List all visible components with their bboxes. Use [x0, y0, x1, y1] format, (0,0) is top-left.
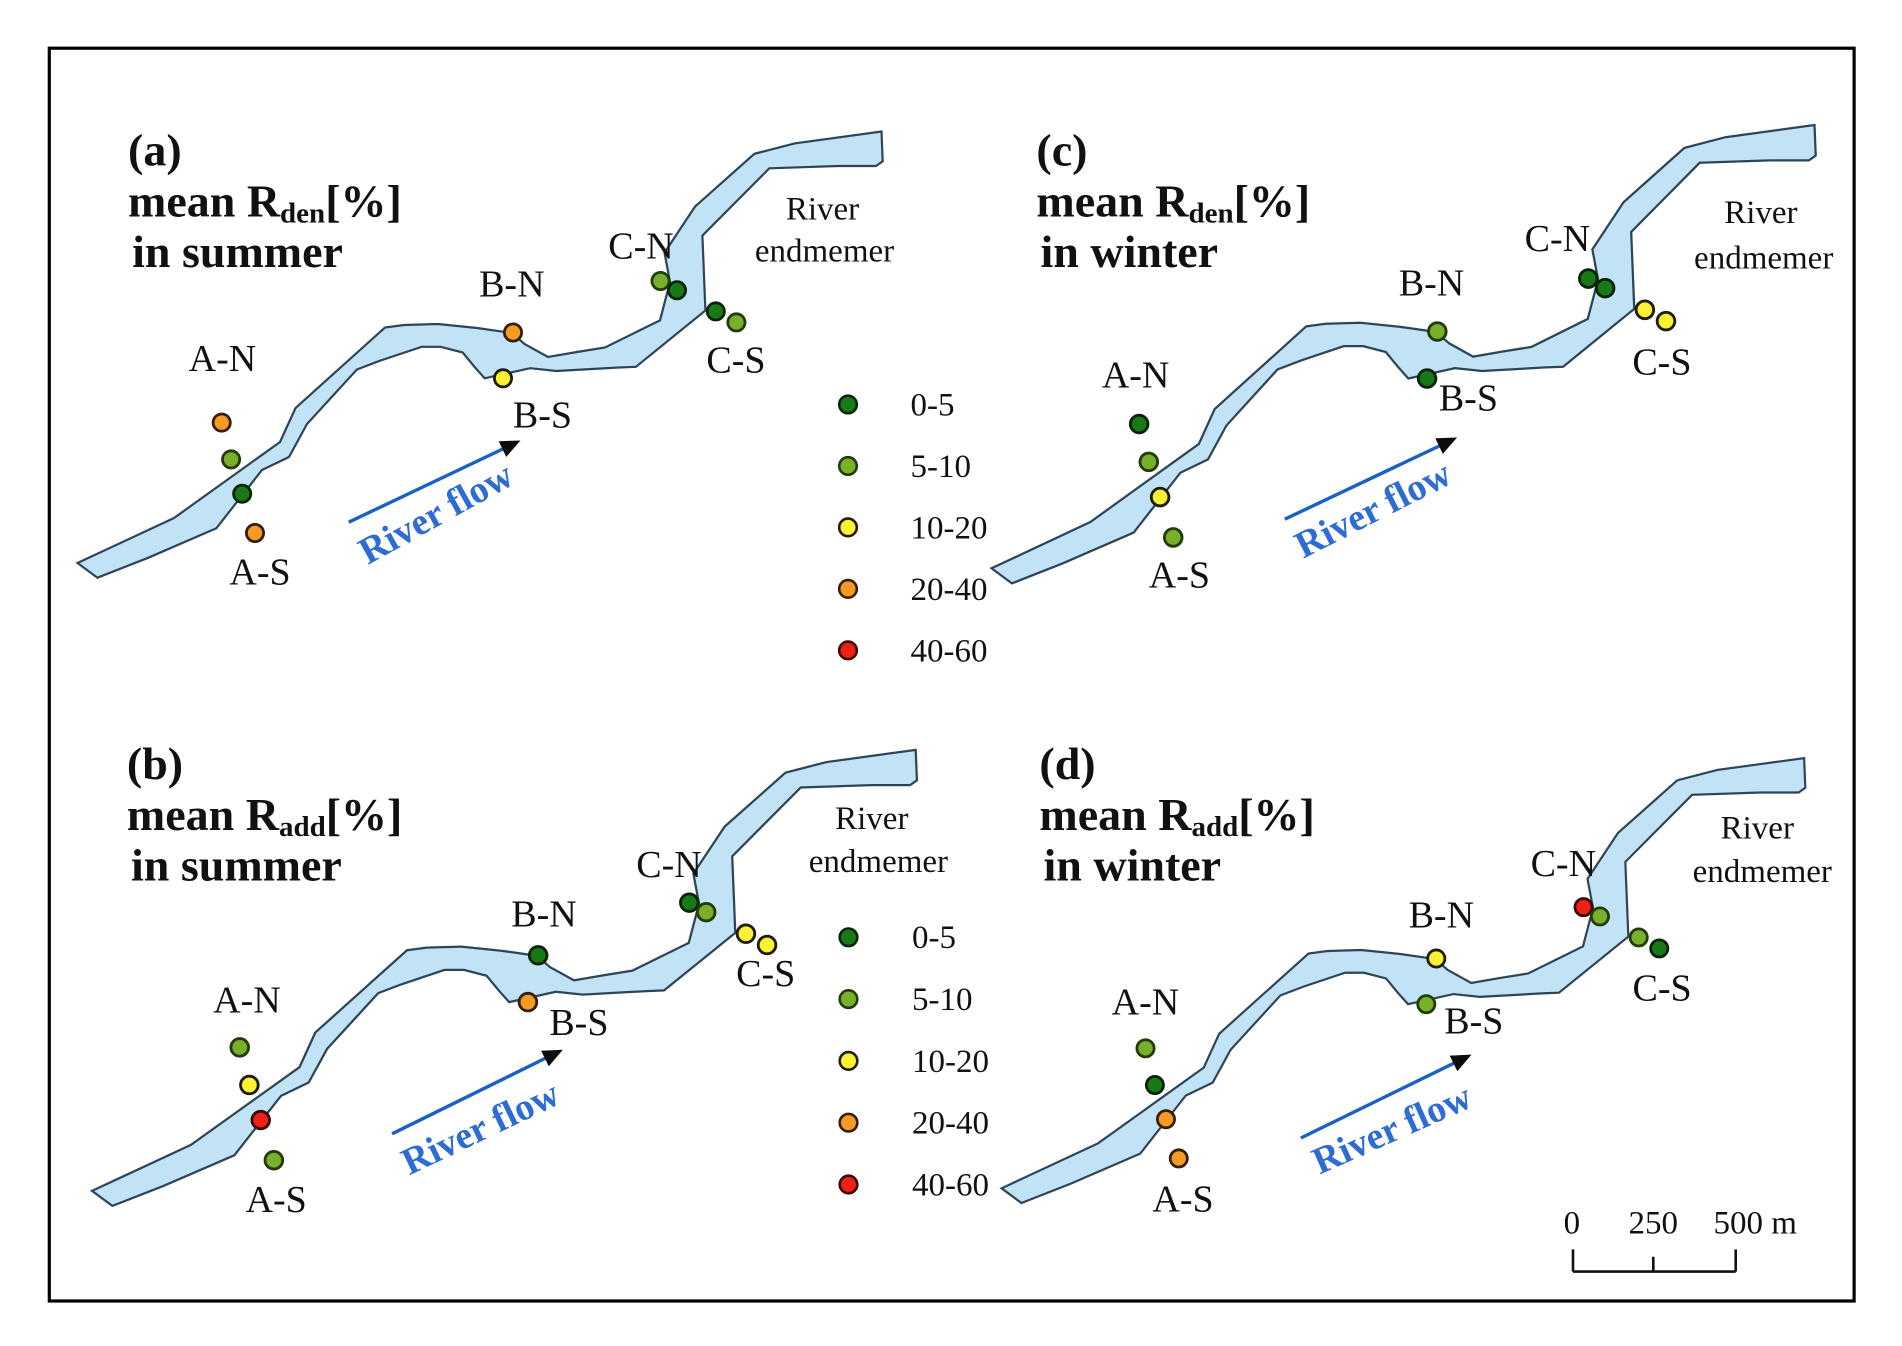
svg-text:B-S: B-S: [549, 1002, 608, 1044]
svg-text:(d): (d): [1039, 738, 1095, 789]
svg-text:C-N: C-N: [1525, 218, 1590, 260]
svg-text:0: 0: [1564, 1206, 1581, 1242]
svg-text:5-10: 5-10: [911, 449, 972, 485]
svg-text:endmemer: endmemer: [1694, 241, 1833, 277]
svg-text:B-N: B-N: [1409, 894, 1474, 936]
svg-text:mean Rden[%]: mean Rden[%]: [1036, 175, 1310, 229]
svg-text:5-10: 5-10: [912, 982, 973, 1018]
svg-text:in summer: in summer: [132, 226, 343, 277]
svg-text:B-S: B-S: [1444, 1001, 1503, 1043]
svg-text:in winter: in winter: [1044, 840, 1222, 891]
svg-text:mean Radd[%]: mean Radd[%]: [1039, 789, 1314, 843]
svg-text:0-5: 0-5: [912, 920, 956, 956]
svg-text:C-N: C-N: [1531, 843, 1596, 885]
svg-text:20-40: 20-40: [911, 572, 988, 608]
svg-text:River: River: [835, 801, 908, 837]
svg-text:C-S: C-S: [1633, 968, 1692, 1010]
svg-text:A-S: A-S: [1152, 1178, 1213, 1220]
svg-text:(b): (b): [127, 738, 183, 789]
svg-text:40-60: 40-60: [911, 633, 988, 669]
svg-text:in summer: in summer: [131, 840, 342, 891]
svg-text:C-N: C-N: [608, 226, 673, 268]
svg-text:C-S: C-S: [706, 340, 765, 382]
svg-text:A-N: A-N: [1112, 982, 1180, 1024]
svg-text:B-N: B-N: [511, 894, 576, 936]
svg-text:250: 250: [1629, 1206, 1679, 1242]
svg-text:mean Rden[%]: mean Rden[%]: [128, 175, 402, 229]
svg-text:B-N: B-N: [1399, 263, 1464, 305]
svg-text:A-N: A-N: [1102, 354, 1170, 396]
svg-text:10-20: 10-20: [912, 1044, 989, 1080]
svg-text:(c): (c): [1036, 124, 1087, 175]
svg-text:River: River: [1721, 810, 1794, 846]
svg-text:A-N: A-N: [213, 980, 281, 1022]
svg-text:A-N: A-N: [189, 338, 257, 380]
svg-text:A-S: A-S: [229, 552, 290, 594]
svg-text:B-N: B-N: [479, 264, 544, 306]
svg-text:40-60: 40-60: [912, 1167, 989, 1203]
svg-text:A-S: A-S: [1149, 554, 1210, 596]
svg-text:endmemer: endmemer: [755, 233, 894, 269]
svg-text:(a): (a): [128, 124, 182, 175]
svg-text:10-20: 10-20: [911, 510, 988, 546]
svg-text:B-S: B-S: [1439, 378, 1498, 420]
svg-text:C-S: C-S: [736, 953, 795, 995]
svg-text:500 m: 500 m: [1713, 1206, 1797, 1242]
svg-text:endmemer: endmemer: [809, 844, 948, 880]
svg-text:River: River: [1724, 195, 1797, 231]
svg-text:C-S: C-S: [1632, 341, 1691, 383]
svg-text:A-S: A-S: [246, 1179, 307, 1221]
svg-text:River: River: [786, 192, 859, 228]
svg-text:C-N: C-N: [636, 844, 701, 886]
svg-text:0-5: 0-5: [911, 387, 955, 423]
svg-text:mean Radd[%]: mean Radd[%]: [127, 789, 402, 843]
svg-text:endmemer: endmemer: [1693, 854, 1832, 890]
svg-text:in winter: in winter: [1041, 226, 1219, 277]
svg-text:B-S: B-S: [513, 395, 572, 437]
svg-text:20-40: 20-40: [912, 1106, 989, 1142]
